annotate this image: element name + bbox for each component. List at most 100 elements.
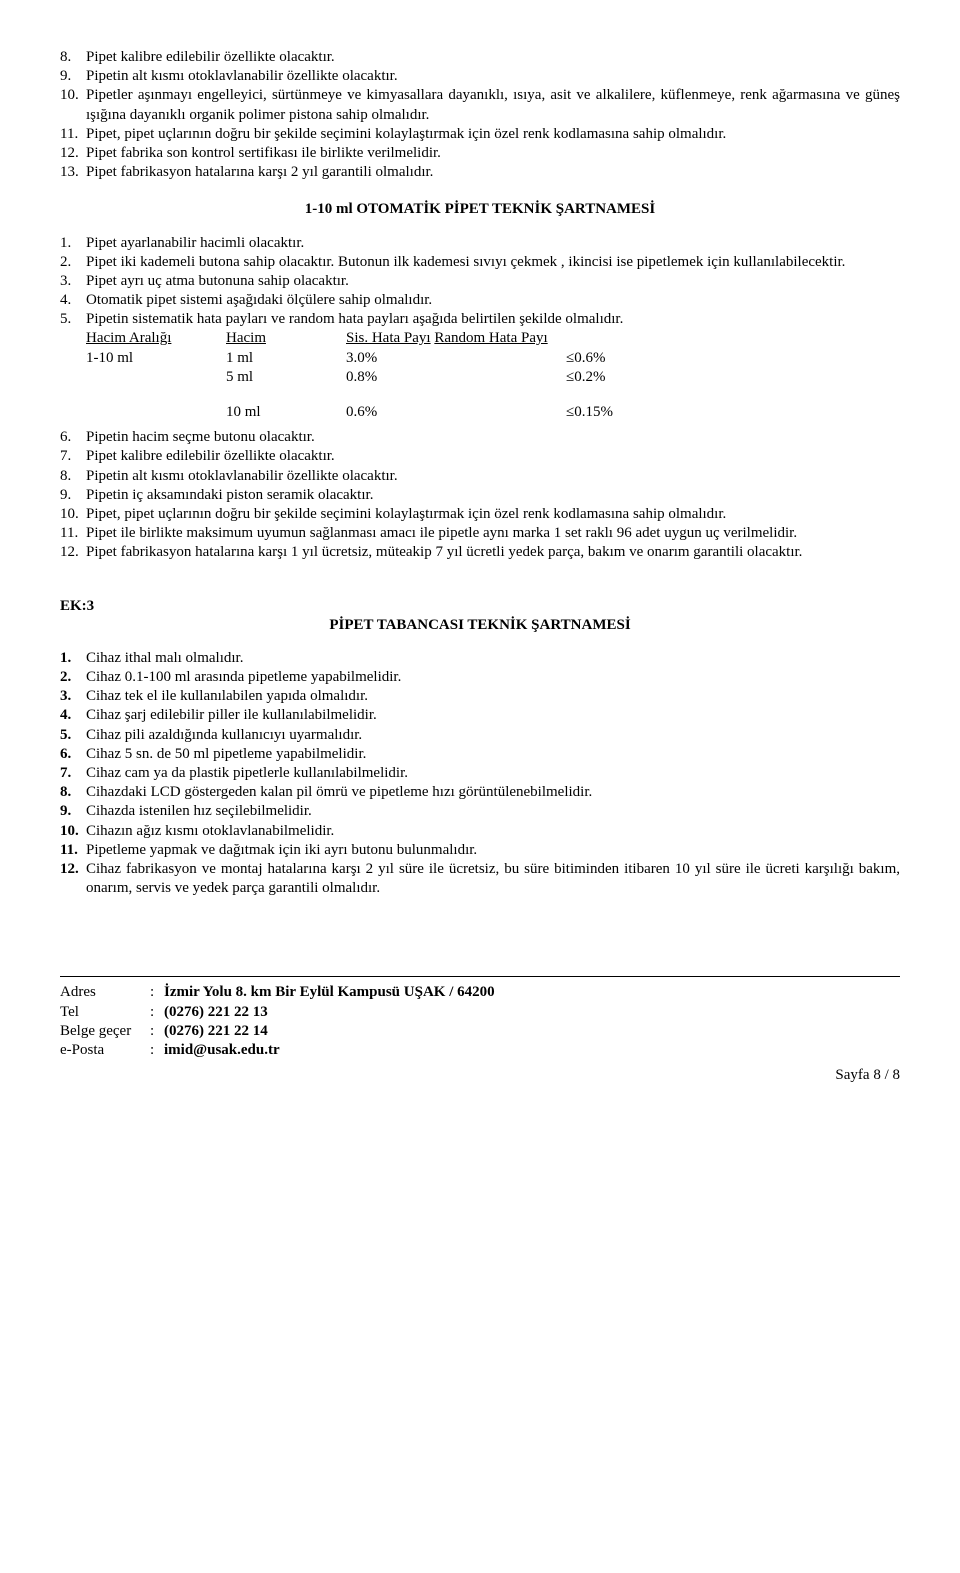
list-text: Cihazdaki LCD göstergeden kalan pil ömrü… <box>86 783 900 802</box>
col-random-hata: Random Hata Payı <box>434 330 547 346</box>
list-number: 1. <box>60 234 86 253</box>
list-number: 10. <box>60 822 86 841</box>
list-item: 9.Pipetin iç aksamındaki piston seramik … <box>60 486 900 505</box>
list-text: Pipetin alt kısmı otoklavlanabilir özell… <box>86 67 900 86</box>
list-number: 2. <box>60 668 86 687</box>
list-text: Cihaz fabrikasyon ve montaj hatalarına k… <box>86 860 900 898</box>
footer-divider <box>60 976 900 977</box>
list-number: 3. <box>60 272 86 291</box>
list-text: Pipet ayrı uç atma butonuna sahip olacak… <box>86 272 900 291</box>
list-item: 1.Cihaz ithal malı olmalıdır. <box>60 649 900 668</box>
list-text: Pipet, pipet uçlarının doğru bir şekilde… <box>86 505 900 524</box>
footer-tel-label: Tel <box>60 1003 150 1022</box>
error-table: Hacim Aralığı Hacim Sis. Hata Payı Rando… <box>86 329 900 422</box>
list-item: 9.Cihazda istenilen hız seçilebilmelidir… <box>60 802 900 821</box>
list-item: 5.Pipetin sistematik hata payları ve ran… <box>60 310 900 329</box>
list-number: 5. <box>60 310 86 329</box>
list-item: 4.Cihaz şarj edilebilir piller ile kulla… <box>60 706 900 725</box>
cell: ≤0.2% <box>566 368 900 387</box>
footer-adres-label: Adres <box>60 983 150 1002</box>
list-item: 12.Cihaz fabrikasyon ve montaj hataların… <box>60 860 900 898</box>
col-hacim-araligi: Hacim Aralığı <box>86 329 226 348</box>
list-item: 8.Cihazdaki LCD göstergeden kalan pil öm… <box>60 783 900 802</box>
list-number: 9. <box>60 67 86 86</box>
list-item: 11.Pipet, pipet uçlarının doğru bir şeki… <box>60 125 900 144</box>
cell: 1-10 ml <box>86 349 226 368</box>
list-text: Pipet ayarlanabilir hacimli olacaktır. <box>86 234 900 253</box>
list-number: 8. <box>60 48 86 67</box>
list-item: 8.Pipet kalibre edilebilir özellikte ola… <box>60 48 900 67</box>
list-item: 10.Cihazın ağız kısmı otoklavlanabilmeli… <box>60 822 900 841</box>
list-text: Cihaz 0.1-100 ml arasında pipetleme yapa… <box>86 668 900 687</box>
ek3-label: EK:3 <box>60 597 900 616</box>
col-hacim: Hacim <box>226 329 346 348</box>
list-number: 6. <box>60 428 86 447</box>
col-sis-hata: Sis. Hata Payı <box>346 330 431 346</box>
list-item: 8.Pipetin alt kısmı otoklavlanabilir öze… <box>60 467 900 486</box>
list-number: 3. <box>60 687 86 706</box>
ek3-list: 1.Cihaz ithal malı olmalıdır. 2.Cihaz 0.… <box>60 649 900 898</box>
list-text: Otomatik pipet sistemi aşağıdaki ölçüler… <box>86 291 900 310</box>
footer-fax-value: (0276) 221 22 14 <box>164 1022 900 1041</box>
cell: 1 ml <box>226 349 346 368</box>
list-item: 9.Pipetin alt kısmı otoklavlanabilir öze… <box>60 67 900 86</box>
cell: 0.6% <box>346 403 566 422</box>
list-item: 1.Pipet ayarlanabilir hacimli olacaktır. <box>60 234 900 253</box>
list-number: 4. <box>60 706 86 725</box>
list-text: Pipet ile birlikte maksimum uyumun sağla… <box>86 524 900 543</box>
list-number: 1. <box>60 649 86 668</box>
footer-fax-label: Belge geçer <box>60 1022 150 1041</box>
list-number: 10. <box>60 505 86 524</box>
list-number: 5. <box>60 726 86 745</box>
list-number: 7. <box>60 447 86 466</box>
list-text: Cihaz şarj edilebilir piller ile kullanı… <box>86 706 900 725</box>
list-number: 7. <box>60 764 86 783</box>
list-item: 11.Pipetleme yapmak ve dağıtmak için iki… <box>60 841 900 860</box>
list-number: 11. <box>60 524 86 543</box>
list-item: 11.Pipet ile birlikte maksimum uyumun sa… <box>60 524 900 543</box>
list-item: 3.Cihaz tek el ile kullanılabilen yapıda… <box>60 687 900 706</box>
list-text: Cihaz tek el ile kullanılabilen yapıda o… <box>86 687 900 706</box>
list-item: 4.Otomatik pipet sistemi aşağıdaki ölçül… <box>60 291 900 310</box>
list-number: 4. <box>60 291 86 310</box>
cell <box>86 368 226 387</box>
footer-row: Tel : (0276) 221 22 13 <box>60 1003 900 1022</box>
footer-email-value: imid@usak.edu.tr <box>164 1041 900 1060</box>
list-number: 10. <box>60 86 86 124</box>
footer-row: Adres : İzmir Yolu 8. km Bir Eylül Kampu… <box>60 983 900 1002</box>
list-item: 2.Cihaz 0.1-100 ml arasında pipetleme ya… <box>60 668 900 687</box>
list-item: 7.Pipet kalibre edilebilir özellikte ola… <box>60 447 900 466</box>
cell: 10 ml <box>226 403 346 422</box>
list-item: 3.Pipet ayrı uç atma butonuna sahip olac… <box>60 272 900 291</box>
cell: ≤0.6% <box>566 349 900 368</box>
list-number: 9. <box>60 802 86 821</box>
footer-adres-value: İzmir Yolu 8. km Bir Eylül Kampusü UŞAK … <box>164 983 900 1002</box>
list-text: Pipetin alt kısmı otoklavlanabilir özell… <box>86 467 900 486</box>
list-text: Pipetin hacim seçme butonu olacaktır. <box>86 428 900 447</box>
list-text: Pipetin iç aksamındaki piston seramik ol… <box>86 486 900 505</box>
list-text: Pipetleme yapmak ve dağıtmak için iki ay… <box>86 841 900 860</box>
bottom-list: 6.Pipetin hacim seçme butonu olacaktır. … <box>60 428 900 562</box>
cell <box>86 403 226 422</box>
section-title: 1-10 ml OTOMATİK PİPET TEKNİK ŞARTNAMESİ <box>60 200 900 219</box>
list-item: 12.Pipet fabrika son kontrol sertifikası… <box>60 144 900 163</box>
list-text: Pipet fabrika son kontrol sertifikası il… <box>86 144 900 163</box>
list-text: Pipet, pipet uçlarının doğru bir şekilde… <box>86 125 900 144</box>
list-number: 12. <box>60 543 86 562</box>
footer-row: e-Posta : imid@usak.edu.tr <box>60 1041 900 1060</box>
cell: ≤0.15% <box>566 403 900 422</box>
list-text: Cihaz ithal malı olmalıdır. <box>86 649 900 668</box>
footer-row: Belge geçer : (0276) 221 22 14 <box>60 1022 900 1041</box>
table-row: 10 ml 0.6% ≤0.15% <box>86 403 900 422</box>
cell: 5 ml <box>226 368 346 387</box>
list-item: 7.Cihaz cam ya da plastik pipetlerle kul… <box>60 764 900 783</box>
list-number: 11. <box>60 125 86 144</box>
list-text: Cihaz cam ya da plastik pipetlerle kulla… <box>86 764 900 783</box>
list-text: Cihaz pili azaldığında kullanıcıyı uyarm… <box>86 726 900 745</box>
list-text: Pipetler aşınmayı engelleyici, sürtünmey… <box>86 86 900 124</box>
list-item: 10.Pipet, pipet uçlarının doğru bir şeki… <box>60 505 900 524</box>
list-text: Pipet iki kademeli butona sahip olacaktı… <box>86 253 900 272</box>
list-item: 5.Cihaz pili azaldığında kullanıcıyı uya… <box>60 726 900 745</box>
list-text: Cihaz 5 sn. de 50 ml pipetleme yapabilme… <box>86 745 900 764</box>
table-header-row: Hacim Aralığı Hacim Sis. Hata Payı Rando… <box>86 329 900 348</box>
